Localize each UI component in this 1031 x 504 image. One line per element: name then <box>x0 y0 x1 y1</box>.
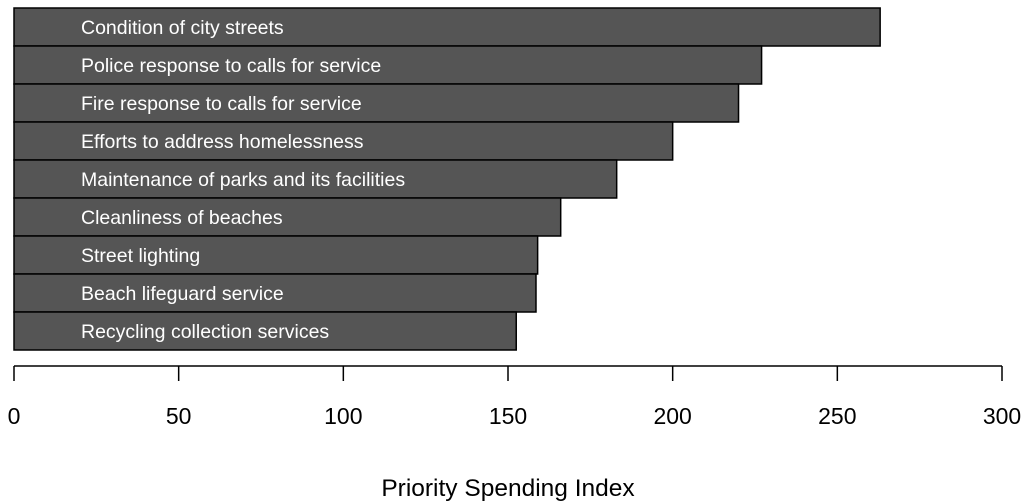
x-tick-label: 0 <box>8 403 21 429</box>
x-tick-label: 200 <box>653 403 691 429</box>
bar-label: Maintenance of parks and its facilities <box>81 169 405 191</box>
x-tick-label: 100 <box>324 403 362 429</box>
bar <box>13 83 740 123</box>
bar-label: Cleanliness of beaches <box>81 207 283 229</box>
x-tick-label: 50 <box>166 403 192 429</box>
bar <box>13 311 517 351</box>
bar <box>13 45 763 85</box>
x-tick-label: 250 <box>818 403 856 429</box>
bar-label: Street lighting <box>81 245 200 267</box>
bar <box>13 7 881 47</box>
bar-label: Recycling collection services <box>81 321 329 343</box>
bar <box>13 273 537 313</box>
bars-group: Condition of city streets Police response… <box>13 7 881 351</box>
x-tick-label: 150 <box>489 403 527 429</box>
bar-label: Condition of city streets <box>81 17 284 39</box>
bar-label: Efforts to address homelessness <box>81 131 364 153</box>
x-axis-title: Priority Spending Index <box>381 475 634 502</box>
x-tick-label: 300 <box>983 403 1021 429</box>
bar-label: Fire response to calls for service <box>81 93 362 115</box>
bar <box>13 121 674 161</box>
bar <box>13 197 562 237</box>
bar-label: Beach lifeguard service <box>81 283 284 305</box>
bar-label: Police response to calls for service <box>81 55 381 77</box>
x-axis: 0 50 100 150 200 250 300 <box>8 365 1021 429</box>
